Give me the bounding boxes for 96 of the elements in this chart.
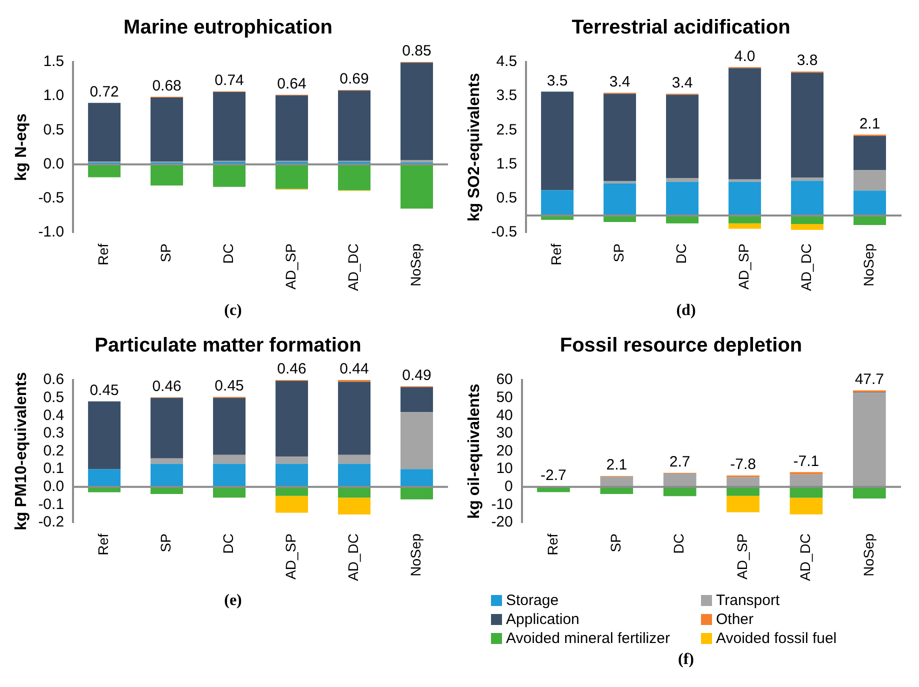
y-tick-label: -10 <box>491 496 513 513</box>
total-label: 0.45 <box>214 378 244 395</box>
x-tick-label: DC <box>220 534 236 554</box>
y-tick-label: -0.1 <box>38 496 64 513</box>
total-label: 0.74 <box>214 72 244 89</box>
total-label: 3.4 <box>609 73 630 90</box>
total-label: 4.0 <box>734 48 756 65</box>
total-label: 3.4 <box>672 74 693 92</box>
y-tick-label: 4.5 <box>496 53 518 70</box>
total-label: 2.1 <box>606 456 628 474</box>
y-tick-label: 10 <box>496 460 513 478</box>
legend-label: Application <box>506 611 580 628</box>
total-label: 0.46 <box>152 378 182 395</box>
legend-label: Avoided mineral fertilizer <box>506 630 670 647</box>
y-tick-label: -1.0 <box>38 224 64 241</box>
y-tick-label: 1.0 <box>43 87 64 104</box>
total-label: 0.45 <box>90 382 119 400</box>
chart-title: Fossil resource depletion <box>560 334 802 357</box>
x-tick-label: AD_DC <box>345 244 362 292</box>
x-tick-label: Ref <box>544 533 560 556</box>
total-label: 47.7 <box>854 370 884 388</box>
y-tick-label: 0.5 <box>496 190 518 207</box>
total-label: -7.8 <box>730 456 756 474</box>
total-label: 2.7 <box>669 453 690 470</box>
x-tick-label: AD_DC <box>345 534 362 582</box>
total-label: 0.44 <box>340 360 369 378</box>
y-tick-label: 30 <box>496 424 513 442</box>
y-tick-label: 1.5 <box>43 53 64 70</box>
total-label: 0.69 <box>340 70 369 88</box>
y-tick-label: 50 <box>496 388 513 406</box>
y-tick-label: 0.5 <box>43 121 64 138</box>
text: (c) <box>223 302 243 320</box>
x-tick-label: NoSep <box>408 533 424 576</box>
legend-label: Other <box>716 611 754 628</box>
y-tick-label: -0.5 <box>38 190 64 207</box>
chart-title: Terrestrial acidification <box>572 16 790 39</box>
chart-title: Particulate matter formation <box>94 334 362 357</box>
y-tick-label: 0.3 <box>43 424 64 442</box>
y-tick-label: 3.5 <box>496 87 518 104</box>
x-tick-label: AD_DC <box>798 244 814 292</box>
total-label: -2.7 <box>540 467 566 484</box>
y-tick-label: -0.2 <box>38 514 64 531</box>
total-label: 0.64 <box>277 75 306 92</box>
text: (e) <box>223 592 243 610</box>
y-tick-label: 0.6 <box>43 371 64 388</box>
x-tick-label: NoSep <box>860 243 877 286</box>
text: (f) <box>677 651 695 669</box>
y-tick-label: 0.5 <box>43 388 64 406</box>
x-tick-label: Ref <box>548 243 564 266</box>
legend-label: Transport <box>716 592 780 609</box>
y-tick-label: -20 <box>491 514 513 531</box>
y-tick-label: 0.0 <box>43 155 64 172</box>
y-tick-label: 40 <box>496 406 513 424</box>
x-tick-label: Ref <box>95 533 112 556</box>
y-tick-label: 0.0 <box>43 478 64 496</box>
y-tick-label: 2.5 <box>496 121 518 138</box>
x-tick-label: AD_SP <box>282 534 299 580</box>
total-label: 3.5 <box>546 72 568 90</box>
total-label: 0.46 <box>277 360 306 378</box>
x-tick-label: SP <box>158 534 174 552</box>
total-label: 0.49 <box>402 366 432 384</box>
x-tick-label: NoSep <box>860 533 876 576</box>
total-label: 0.72 <box>90 84 119 101</box>
x-tick-label: SP <box>610 244 627 262</box>
y-tick-label: 1.5 <box>496 155 518 172</box>
x-tick-label: AD_SP <box>736 244 752 290</box>
legend-label: Storage <box>506 592 559 609</box>
y-axis-title: kg oil-equivalents <box>466 384 484 519</box>
x-tick-label: DC <box>220 244 236 264</box>
x-tick-label: NoSep <box>408 243 424 286</box>
legend-label: Avoided fossil fuel <box>716 630 837 647</box>
y-axis-title: kg SO2-equivalents <box>466 72 484 222</box>
y-tick-label: 0.1 <box>43 460 64 478</box>
x-tick-label: DC <box>673 244 690 264</box>
y-tick-label: 0.2 <box>43 442 64 460</box>
total-label: 0.68 <box>152 77 182 94</box>
total-label: 3.8 <box>796 52 818 70</box>
text: (d) <box>675 302 697 320</box>
y-tick-label: 60 <box>496 371 513 388</box>
total-label: 0.85 <box>402 42 432 60</box>
y-axis-title: kg PM10-equivalents <box>13 372 30 530</box>
y-axis-title: kg N-eqs <box>13 113 30 182</box>
y-tick-label: 20 <box>496 442 513 460</box>
total-label: 2.1 <box>859 115 880 132</box>
total-label: -7.1 <box>793 452 820 470</box>
x-tick-label: AD_SP <box>734 534 750 580</box>
x-tick-label: AD_SP <box>282 244 299 290</box>
chart-title: Marine eutrophication <box>124 16 332 39</box>
x-tick-label: SP <box>608 534 624 552</box>
y-tick-label: -0.5 <box>491 224 518 241</box>
x-tick-label: Ref <box>95 243 112 266</box>
y-tick-label: 0 <box>504 478 513 496</box>
x-tick-label: SP <box>158 244 174 262</box>
x-tick-label: DC <box>670 534 687 554</box>
x-tick-label: AD_DC <box>797 534 814 582</box>
y-tick-label: 0.4 <box>43 406 64 424</box>
